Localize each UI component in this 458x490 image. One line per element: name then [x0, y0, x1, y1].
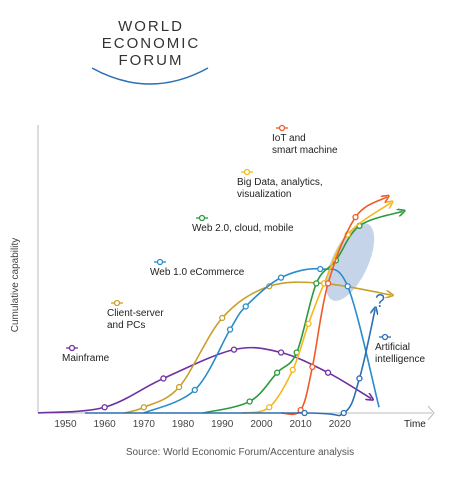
- x-tick-label: 2020: [329, 419, 352, 430]
- legend-marker: [68, 344, 76, 352]
- legend-label: Client-server and PCs: [107, 308, 164, 331]
- annotation: ?: [375, 291, 385, 311]
- legend-label: Web 1.0 eCommerce: [150, 267, 245, 278]
- point: [175, 383, 183, 391]
- point: [305, 320, 312, 327]
- point: [301, 409, 308, 417]
- point: [309, 363, 316, 371]
- point: [340, 409, 347, 417]
- legend-icon: [196, 214, 208, 222]
- legend-marker: [113, 299, 121, 307]
- logo-line: ECONOMIC: [101, 35, 201, 52]
- point: [317, 265, 324, 273]
- legend-icon: [154, 258, 166, 266]
- legend-label: Big Data, analytics, visualization: [237, 177, 323, 200]
- point: [140, 404, 147, 411]
- point: [266, 404, 273, 411]
- legend-icon: [379, 333, 391, 341]
- x-tick-label: 1970: [133, 419, 156, 430]
- legend-marker: [278, 124, 286, 132]
- point: [226, 326, 234, 333]
- x-tick-label: 1960: [94, 419, 117, 430]
- point: [273, 369, 281, 376]
- legend-marker: [156, 258, 164, 266]
- point: [289, 366, 296, 373]
- x-tick-label: 2000: [250, 419, 273, 430]
- legend-icon: [66, 344, 78, 352]
- point: [191, 386, 198, 394]
- highlight: [325, 223, 375, 301]
- point: [242, 303, 249, 310]
- logo-arc: [91, 67, 209, 85]
- point: [324, 280, 332, 287]
- point: [246, 398, 253, 405]
- legend-icon: [276, 124, 288, 132]
- legend-icon: [241, 168, 253, 176]
- point: [160, 375, 167, 382]
- x-tick-label: 2010: [290, 419, 313, 430]
- logo-line: WORLD: [118, 18, 184, 35]
- logo-line: FORUM: [118, 52, 184, 69]
- point: [230, 346, 238, 353]
- point: [101, 404, 108, 411]
- legend-marker: [198, 214, 206, 222]
- legend-label: Web 2.0, cloud, mobile: [192, 223, 294, 234]
- legend-label: Mainframe: [62, 353, 110, 364]
- point: [352, 214, 359, 221]
- point: [219, 314, 226, 322]
- series-line: [85, 309, 375, 417]
- point: [277, 349, 285, 356]
- y-axis-label: Cumulative capability: [10, 238, 21, 333]
- series-line: [143, 267, 380, 414]
- point: [344, 283, 351, 290]
- x-axis-arrow: [427, 405, 435, 421]
- legend-icon: [111, 299, 123, 307]
- x-tick-label: 1950: [54, 419, 77, 430]
- series-line: [202, 211, 403, 414]
- point: [356, 375, 363, 382]
- point: [324, 369, 332, 376]
- legend-label: IoT and smart machine: [272, 133, 338, 156]
- point: [277, 274, 285, 281]
- x-tick-label: 1980: [172, 419, 195, 430]
- legend-marker: [381, 333, 389, 341]
- x-axis-label: Time: [404, 419, 426, 430]
- legend-label: Artificial intelligence: [375, 342, 426, 365]
- point: [313, 280, 320, 287]
- source: Source: World Economic Forum/Accenture a…: [126, 447, 354, 458]
- x-tick-label: 1990: [211, 419, 234, 430]
- legend-marker: [243, 168, 251, 176]
